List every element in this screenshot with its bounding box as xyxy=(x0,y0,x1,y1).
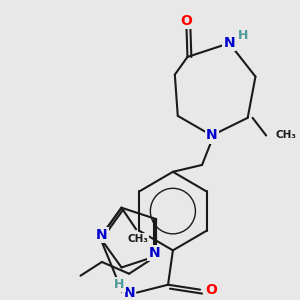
Text: O: O xyxy=(181,14,192,28)
Text: H: H xyxy=(114,278,125,291)
Text: N: N xyxy=(148,246,160,260)
Text: H: H xyxy=(238,29,248,42)
Text: N: N xyxy=(96,228,108,242)
Text: N: N xyxy=(224,36,235,50)
Text: CH₃: CH₃ xyxy=(128,234,148,244)
Text: N: N xyxy=(206,128,218,142)
Text: N: N xyxy=(123,286,135,300)
Text: O: O xyxy=(205,283,217,297)
Text: CH₃: CH₃ xyxy=(276,130,297,140)
